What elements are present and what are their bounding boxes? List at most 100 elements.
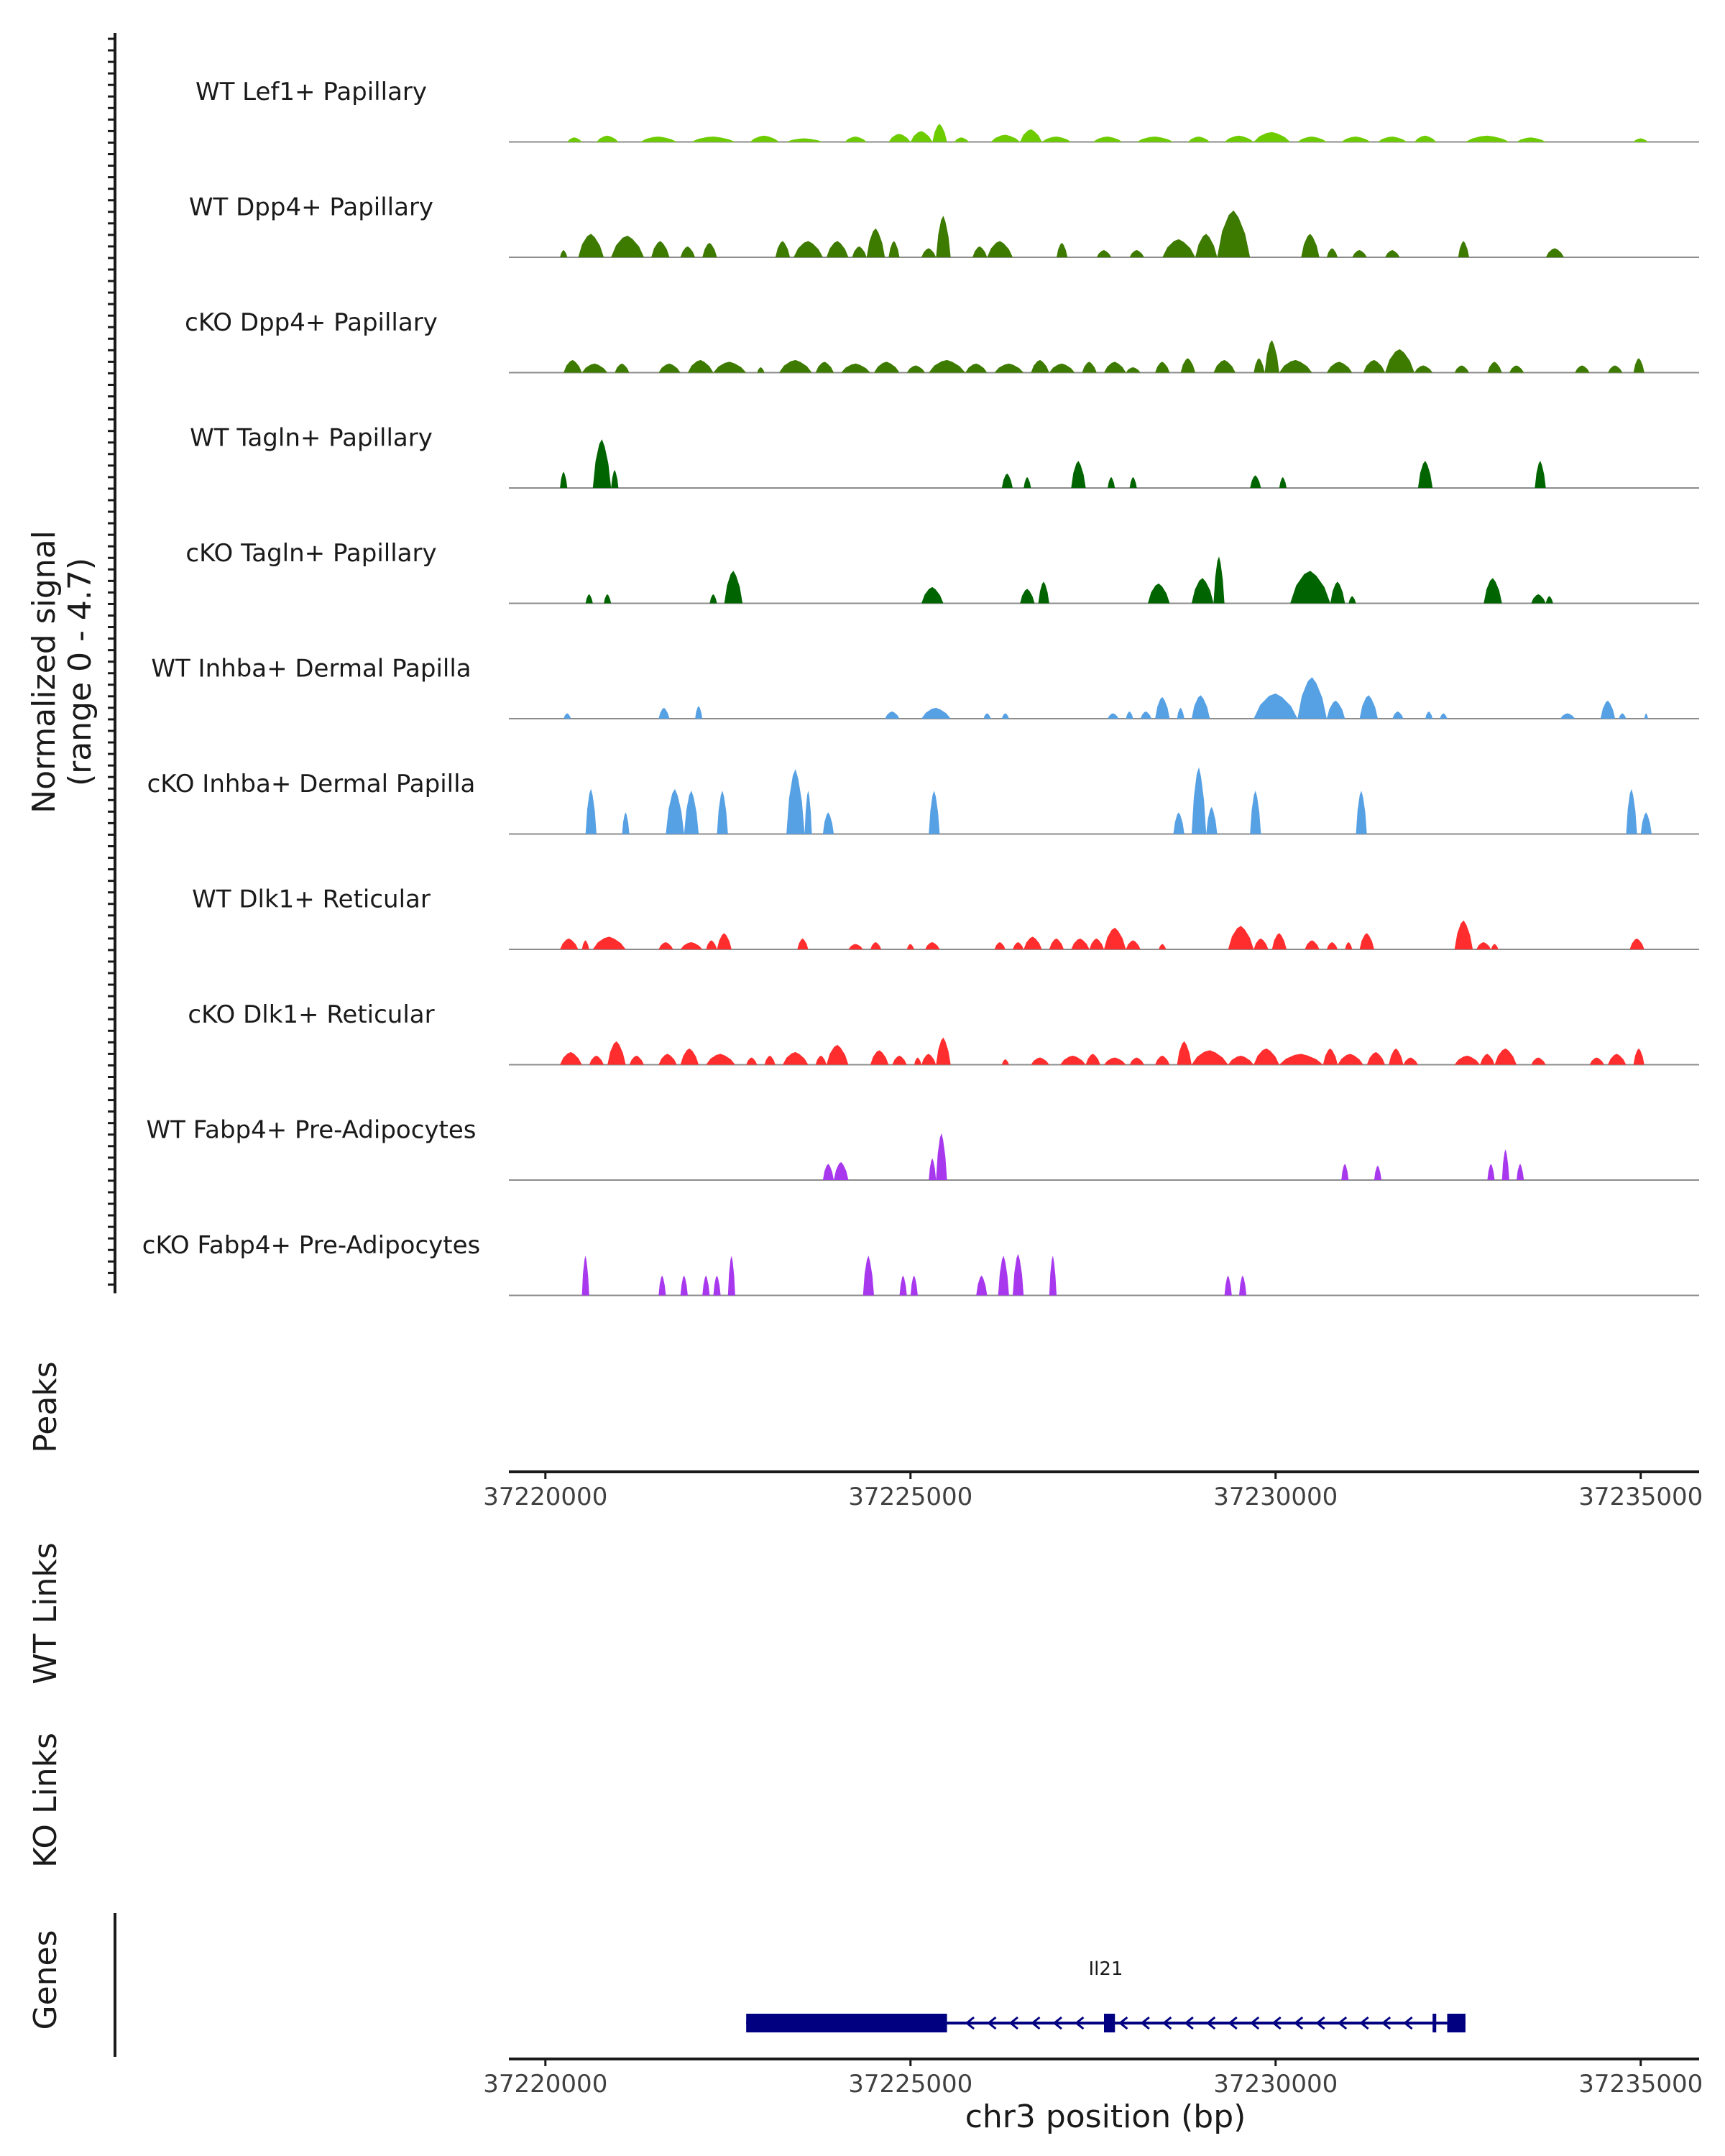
- gene-strand-arrow: [1228, 2016, 1238, 2030]
- coverage-peak: [706, 1054, 735, 1065]
- gene-strand-arrow: [1008, 2016, 1018, 2030]
- coverage-peak: [611, 469, 619, 488]
- coverage-track: WT Dpp4+ Papillary: [189, 193, 1699, 258]
- coverage-peak: [888, 134, 911, 142]
- coverage-peak: [1271, 933, 1287, 949]
- coverage-peak: [1264, 340, 1279, 373]
- coverage-peak: [936, 1133, 947, 1180]
- coverage-peak: [1403, 1057, 1418, 1065]
- coverage-peak: [1374, 1165, 1382, 1180]
- coverage-peak: [1454, 920, 1473, 949]
- coverage-peak: [746, 1057, 758, 1065]
- gene-strand-arrow: [1271, 2016, 1282, 2030]
- coverage-peak: [1254, 693, 1298, 719]
- coverage-peak: [1465, 135, 1509, 142]
- gene-strand-arrow: [1359, 2016, 1369, 2030]
- gene-strand-arrow: [1140, 2016, 1150, 2030]
- coverage-peak: [1191, 1050, 1228, 1065]
- coverage-peak: [1024, 476, 1031, 488]
- coverage-peak: [658, 707, 670, 719]
- coverage-peak: [1254, 938, 1269, 949]
- coverage-peak: [1013, 942, 1024, 949]
- coverage-peak: [1633, 138, 1648, 142]
- coverage-peak: [1224, 135, 1254, 142]
- coverage-peak: [1326, 700, 1346, 719]
- coverage-peak: [1254, 358, 1265, 373]
- coverage-peak: [834, 1161, 849, 1180]
- coverage-peak: [1290, 571, 1330, 604]
- coverage-peak: [702, 242, 717, 257]
- coverage-peak: [1001, 1059, 1009, 1065]
- coverage-peak: [1049, 938, 1064, 949]
- coverage-peak: [1129, 476, 1137, 488]
- coverage-peak: [1297, 677, 1327, 719]
- coverage-peak: [1491, 944, 1499, 949]
- coverage-peak: [564, 359, 582, 373]
- coverage-track: WT Inhba+ Dermal Papilla: [151, 655, 1699, 719]
- coverage-peak: [870, 1050, 889, 1065]
- coverage-peak: [1108, 476, 1116, 488]
- coverage-peak: [1517, 137, 1546, 142]
- x-tick-label: 37230000: [1213, 2070, 1338, 2099]
- coverage-peak: [691, 137, 735, 142]
- coverage-peak: [757, 367, 765, 373]
- coverage-peak: [822, 1164, 834, 1180]
- coverage-peak: [1126, 367, 1141, 373]
- coverage-peak: [1345, 942, 1353, 949]
- coverage-track: cKO Fabp4+ Pre-Adipocytes: [142, 1231, 1699, 1296]
- coverage-peak: [987, 241, 1013, 257]
- coverage-peak: [1155, 361, 1170, 373]
- genes-panel-label: Genes: [27, 1930, 64, 2030]
- coverage-peak: [929, 359, 965, 373]
- coverage-peak: [1213, 556, 1225, 604]
- coverage-peak: [1159, 944, 1167, 949]
- coverage-peak: [826, 241, 849, 257]
- coverage-peak: [717, 933, 732, 949]
- coverage-peak: [1494, 1048, 1517, 1065]
- coverage-peak: [822, 812, 834, 834]
- coverage-peak: [585, 594, 593, 604]
- coverage-peak: [1224, 1275, 1232, 1296]
- coverage-peak: [1126, 711, 1133, 719]
- coverage-peak: [560, 471, 568, 488]
- coverage-peak: [906, 365, 926, 373]
- coverage-peak: [925, 942, 940, 949]
- coverage-peak: [611, 235, 644, 257]
- gene-strand-arrow: [1249, 2016, 1260, 2030]
- coverage-peak: [1104, 927, 1126, 949]
- coverage-peak: [622, 812, 630, 834]
- coverage-peak: [581, 1256, 589, 1296]
- coverage-peak: [592, 936, 626, 949]
- coverage-peak: [1454, 365, 1469, 373]
- coverage-peak: [1385, 250, 1400, 257]
- coverage-peak: [921, 248, 937, 257]
- coverage-peak: [1136, 137, 1174, 142]
- coverage-peak: [1629, 938, 1644, 949]
- coverage-peak: [1517, 1164, 1524, 1180]
- coverage-peak: [1644, 713, 1648, 719]
- coverage-peak: [578, 234, 604, 257]
- coverage-peak: [1301, 234, 1320, 257]
- coverage-track: WT Dlk1+ Reticular: [192, 885, 1699, 950]
- coverage-peak: [629, 1055, 644, 1065]
- coverage-peak: [560, 1051, 582, 1065]
- coverage-peak: [804, 791, 812, 834]
- coverage-peak: [794, 241, 823, 257]
- coverage-peak: [1038, 581, 1049, 604]
- x-tick-label: 37230000: [1213, 1483, 1338, 1511]
- coverage-peak: [1414, 365, 1433, 373]
- coverage-peak: [1148, 583, 1170, 604]
- coverage-track: WT Fabp4+ Pre-Adipocytes: [147, 1116, 1699, 1181]
- coverage-peak: [1326, 942, 1338, 949]
- coverage-peak: [640, 137, 677, 142]
- signal-tracks: WT Lef1+ Papillary WT Dpp4+ Papillary cKO …: [142, 78, 1699, 1296]
- coverage-peak: [1425, 711, 1433, 719]
- coverage-peak: [1001, 473, 1013, 488]
- coverage-peak: [1206, 806, 1218, 834]
- x-tick-label: 37225000: [848, 1483, 972, 1511]
- coverage-peak: [1031, 359, 1049, 373]
- coverage-peak: [841, 363, 870, 373]
- coverage-track: cKO Dlk1+ Reticular: [188, 1000, 1699, 1066]
- coverage-peak: [1155, 1055, 1170, 1065]
- coverage-peak: [848, 944, 863, 949]
